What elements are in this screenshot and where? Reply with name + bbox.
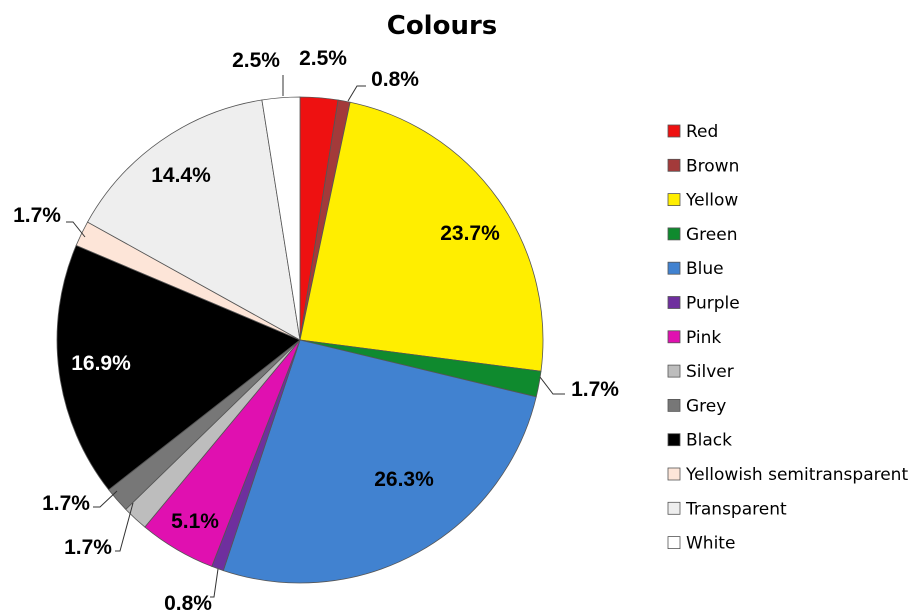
slice-blue bbox=[222, 339, 537, 584]
data-label-yellowish-semitransparent: 1.7% bbox=[13, 204, 61, 227]
legend-swatch-pink bbox=[667, 330, 681, 344]
data-label-white: 2.5% bbox=[232, 49, 280, 72]
data-label-green: 1.7% bbox=[571, 378, 619, 401]
legend-swatch-blue bbox=[667, 261, 681, 275]
data-label-purple: 0.8% bbox=[164, 592, 212, 614]
leader-line-silver bbox=[115, 502, 134, 552]
data-label-black: 16.9% bbox=[71, 352, 131, 375]
legend-label-yellowish-semitransparent: Yellowish semitransparent bbox=[685, 465, 908, 485]
data-label-silver: 1.7% bbox=[64, 536, 112, 559]
legend-label-purple: Purple bbox=[686, 294, 740, 314]
slice-black bbox=[56, 244, 301, 491]
legend: Red Brown Yellow Green Blue Purple Pink Silver G… bbox=[667, 122, 908, 554]
data-labels: 2.5% 0.8% 23.7% 1.7% 26.3% 0.8% 5.1% 1.7% 1.7% 16… bbox=[13, 47, 619, 614]
legend-swatch-white bbox=[667, 536, 681, 549]
legend-swatch-yellow bbox=[667, 193, 681, 207]
legend-swatch-silver bbox=[667, 364, 681, 378]
data-label-grey: 1.7% bbox=[42, 492, 90, 515]
data-label-yellow: 23.7% bbox=[440, 222, 500, 245]
leader-line-purple bbox=[210, 568, 219, 598]
leader-line-yellowish-semitransparent bbox=[66, 221, 86, 238]
legend-label-grey: Grey bbox=[686, 396, 726, 416]
chart-title: Colours bbox=[387, 11, 498, 41]
legend-swatch-brown bbox=[667, 158, 681, 172]
legend-label-pink: Pink bbox=[686, 328, 721, 348]
legend-label-green: Green bbox=[686, 225, 737, 245]
data-label-blue: 26.3% bbox=[374, 468, 434, 491]
legend-label-brown: Brown bbox=[686, 156, 739, 176]
data-label-brown: 0.8% bbox=[371, 68, 419, 91]
legend-swatch-purple bbox=[667, 296, 681, 309]
leader-line-brown bbox=[347, 85, 366, 102]
legend-label-silver: Silver bbox=[686, 362, 734, 382]
data-label-pink: 5.1% bbox=[171, 510, 219, 533]
data-label-transparent: 14.4% bbox=[151, 164, 211, 187]
legend-label-white: White bbox=[686, 534, 735, 554]
leader-line-green bbox=[539, 376, 565, 395]
slice-yellow bbox=[299, 101, 544, 372]
legend-swatch-transparent bbox=[667, 501, 681, 515]
leader-lines bbox=[66, 75, 565, 598]
legend-swatch-yellowish-semitransparent bbox=[667, 467, 681, 481]
legend-swatch-black bbox=[667, 433, 681, 447]
legend-swatch-green bbox=[667, 227, 681, 241]
legend-label-red: Red bbox=[686, 122, 718, 142]
pie-slices bbox=[56, 96, 544, 584]
legend-swatch-grey bbox=[667, 398, 681, 412]
leader-line-grey bbox=[93, 490, 118, 508]
data-label-red: 2.5% bbox=[299, 47, 347, 70]
legend-label-transparent: Transparent bbox=[685, 499, 787, 519]
legend-label-yellow: Yellow bbox=[685, 191, 738, 211]
slice-white bbox=[261, 96, 301, 341]
legend-swatch-red bbox=[667, 124, 681, 138]
slice-transparent bbox=[87, 99, 301, 341]
legend-label-black: Black bbox=[686, 431, 732, 451]
legend-label-blue: Blue bbox=[686, 259, 724, 279]
